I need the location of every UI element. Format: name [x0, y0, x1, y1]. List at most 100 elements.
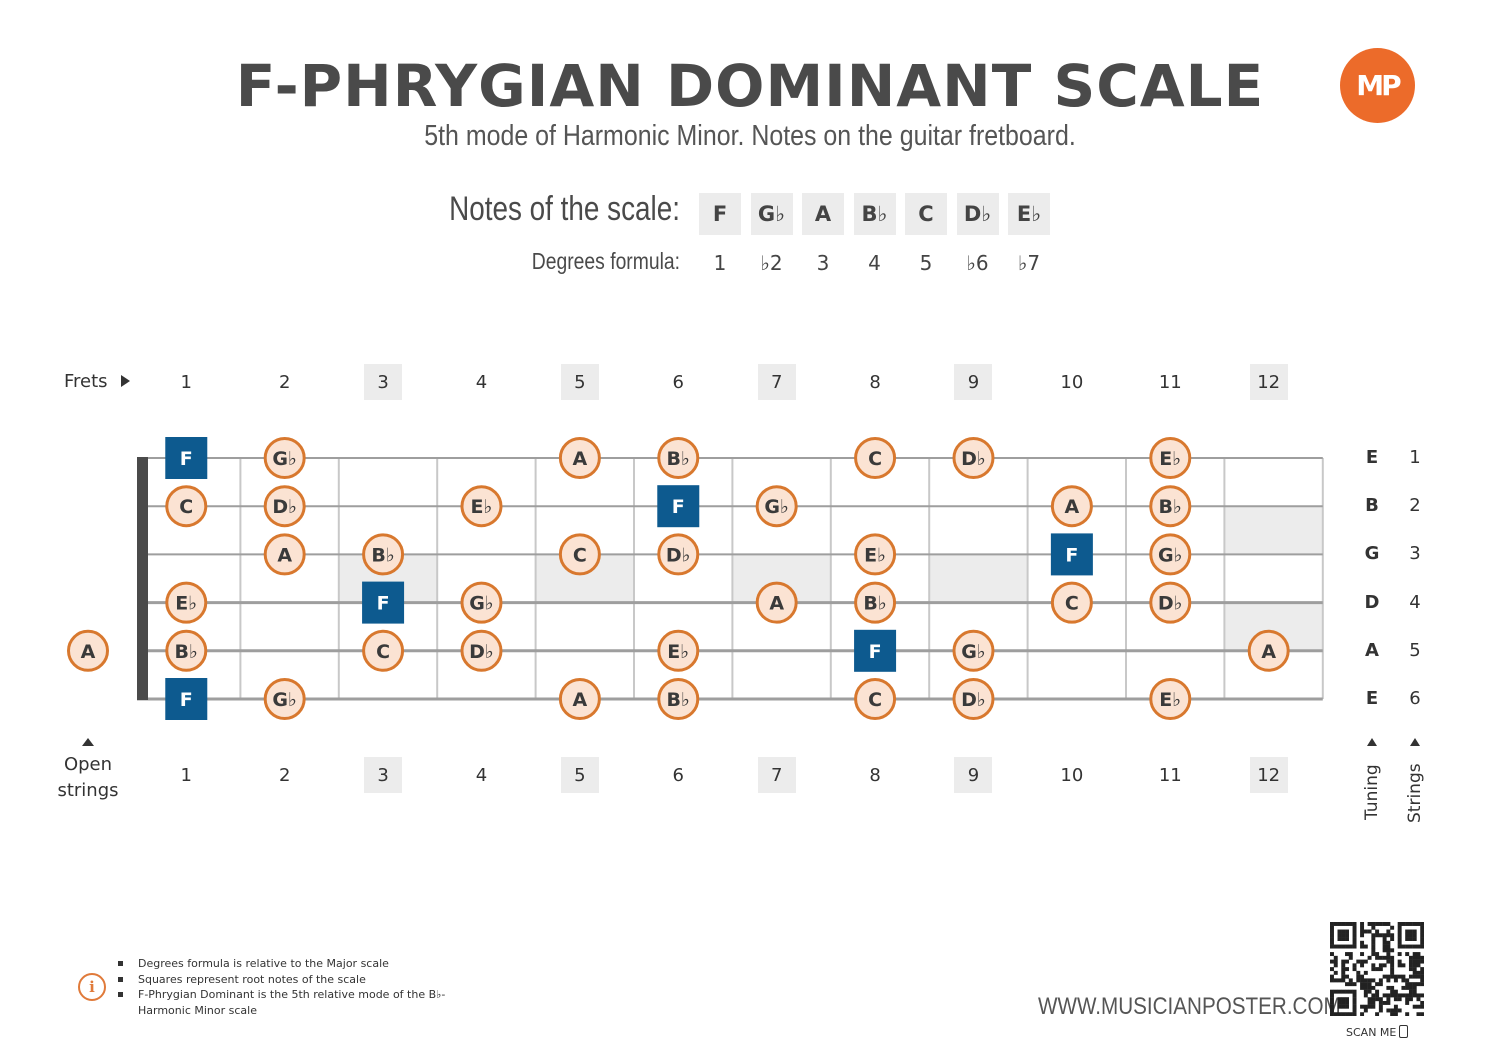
qr-module [1375, 933, 1380, 938]
qr-module [1333, 978, 1338, 983]
qr-module [1408, 989, 1413, 994]
qr-module [1382, 944, 1387, 949]
fret-number-bottom: 3 [364, 757, 403, 793]
page-title: F-PHRYGIAN DOMINANT SCALE [235, 52, 1265, 120]
fret-number-bottom: 12 [1249, 757, 1288, 793]
scale-degree: 1 [713, 251, 727, 275]
page-subtitle: 5th mode of Harmonic Minor. Notes on the… [424, 120, 1076, 152]
qr-module [1390, 959, 1395, 964]
tuning-note: G [1364, 543, 1380, 565]
fret-number-bottom: 7 [757, 757, 796, 793]
fret-number-bottom: 6 [672, 764, 684, 786]
qr-module [1378, 963, 1383, 968]
qr-module [1416, 922, 1421, 926]
qr-module [1363, 929, 1368, 934]
note-circle [460, 581, 503, 624]
strings-label: Strings [1405, 763, 1425, 823]
note-label: E♭ [1159, 448, 1181, 470]
qr-module [1330, 967, 1334, 972]
qr-module [1420, 970, 1424, 975]
qr-module [1420, 1000, 1424, 1005]
note-label: B♭ [863, 593, 886, 615]
tuning-note: E [1365, 447, 1379, 468]
musicianposter-logo[interactable]: MP [1340, 48, 1415, 123]
qr-module [1371, 963, 1376, 968]
qr-module [1412, 967, 1417, 972]
qr-module [1375, 929, 1380, 934]
fret-number-top: 4 [475, 371, 488, 393]
qr-module [1337, 937, 1342, 941]
qr-module [1378, 982, 1383, 987]
qr-module [1345, 967, 1349, 972]
scale-note: D♭ [956, 193, 999, 235]
qr-code[interactable] [1330, 922, 1424, 1016]
note-circle [854, 437, 897, 479]
scale-note: E♭ [1008, 193, 1050, 235]
root-note-square [165, 437, 208, 479]
qr-module [1405, 922, 1410, 926]
tuning-label: Tuning [1362, 764, 1382, 820]
qr-module [1390, 974, 1395, 979]
qr-module [1367, 989, 1372, 994]
qr-module [1397, 944, 1402, 949]
fret-marker-shading [1224, 506, 1323, 555]
qr-module [1405, 944, 1410, 949]
qr-module [1341, 1000, 1346, 1005]
qr-module [1397, 952, 1402, 957]
qr-module [1360, 933, 1365, 938]
qr-module [1352, 1008, 1357, 1013]
qr-module [1352, 1000, 1357, 1005]
tuning-note: B [1365, 495, 1379, 517]
qr-module [1420, 933, 1424, 938]
scale-degree: 4 [868, 251, 881, 275]
note-circle [854, 581, 897, 624]
info-notes-list: Degrees formula is relative to the Major… [118, 956, 458, 1018]
qr-module [1386, 997, 1391, 1002]
qr-module [1341, 929, 1346, 934]
qr-module [1356, 974, 1361, 979]
qr-module [1412, 989, 1417, 994]
qr-module [1382, 922, 1387, 926]
info-note: F-Phrygian Dominant is the 5th relative … [118, 987, 458, 1018]
qr-module [1367, 922, 1372, 926]
qr-module [1360, 944, 1365, 949]
qr-module [1386, 929, 1391, 934]
note-label: A [573, 448, 588, 470]
up-arrow-icon [1410, 738, 1420, 746]
qr-module [1333, 944, 1338, 949]
qr-module [1360, 985, 1365, 990]
qr-module [1382, 933, 1387, 938]
qr-module [1412, 944, 1417, 949]
qr-module [1367, 929, 1372, 934]
qr-module [1360, 940, 1365, 945]
note-circle [460, 629, 503, 672]
qr-module [1412, 993, 1417, 998]
note-label: E♭ [175, 593, 197, 615]
qr-module [1397, 940, 1402, 945]
qr-module [1405, 1012, 1410, 1016]
website-link[interactable]: WWW.MUSICIANPOSTER.COM [1038, 993, 1341, 1020]
qr-module [1412, 985, 1417, 990]
qr-module [1405, 985, 1410, 990]
qr-module [1378, 1004, 1383, 1009]
note-label: F [180, 689, 193, 711]
qr-module [1345, 933, 1349, 938]
fret-number-top: 3 [364, 364, 403, 400]
qr-module [1367, 1000, 1372, 1005]
qr-module [1412, 922, 1417, 926]
qr-module [1401, 963, 1406, 968]
scale-degree: ♭7 [1017, 251, 1041, 275]
qr-module [1386, 940, 1391, 945]
qr-module [1345, 937, 1349, 941]
info-note: Squares represent root notes of the scal… [118, 972, 458, 988]
scale-degree: 5 [919, 251, 933, 275]
qr-module [1378, 1000, 1383, 1005]
qr-module [1341, 989, 1346, 994]
qr-module [1420, 967, 1424, 972]
qr-module [1352, 963, 1357, 968]
qr-module [1386, 955, 1391, 960]
qr-module [1330, 937, 1334, 941]
qr-module [1352, 937, 1357, 941]
string-number: 6 [1409, 688, 1421, 709]
qr-module [1337, 929, 1342, 934]
